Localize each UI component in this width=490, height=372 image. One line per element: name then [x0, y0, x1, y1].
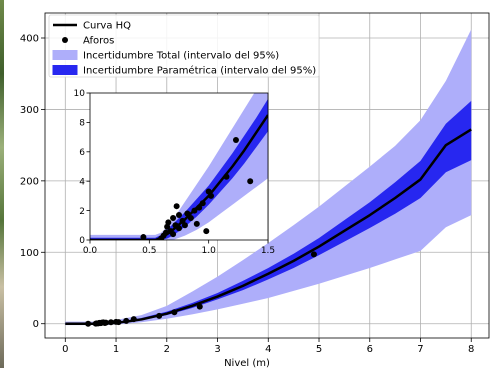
inset-aforo-point [176, 212, 182, 219]
aforo-point [85, 320, 92, 327]
x-tick-label: 2 [164, 344, 170, 355]
inset-plot-area [90, 93, 268, 240]
x-tick-label: 3 [214, 344, 220, 355]
background-photo-edge [0, 0, 4, 368]
y-tick-label: 400 [20, 34, 39, 45]
inset-y-tick-label: 4 [79, 177, 85, 187]
legend-entry-label: Incertidumbre Total (intervalo del 95%) [83, 51, 279, 62]
inset-aforo-point [173, 203, 180, 210]
inset-aforo-point [181, 222, 188, 229]
inset-x-tick-label: 1.5 [261, 246, 275, 256]
x-tick-label: 5 [316, 344, 322, 355]
inset-parametric-band [90, 98, 268, 240]
inset-axes-frame [89, 92, 269, 241]
inset-total-band [90, 93, 268, 240]
legend: Curva HQ Aforos Incertidumbre Total (inter… [48, 14, 320, 78]
inset-aforo-point [140, 234, 147, 240]
y-tick-label: 100 [20, 248, 39, 259]
aforo-point [115, 319, 122, 326]
y-tick-label: 0 [33, 319, 39, 330]
inset-aforo-point [184, 210, 191, 217]
inset-aforo-point [223, 173, 230, 180]
main-axes-frame [44, 12, 490, 339]
inset-y-tick-label: 8 [79, 119, 85, 129]
x-tick-label: 6 [367, 344, 373, 355]
aforo-point [123, 317, 130, 324]
legend-swatch-patch [52, 65, 78, 75]
aforo-point [310, 251, 317, 258]
inset-y-tick-label: 2 [79, 207, 85, 217]
inset-aforo-point [203, 228, 210, 235]
aforo-point [196, 303, 203, 310]
legend-box [48, 14, 320, 78]
inset-x-tick-label: 1.0 [202, 246, 217, 256]
inset-aforo-point [232, 137, 239, 144]
inset-aforo-point [208, 192, 215, 199]
inset-y-tick-label: 10 [74, 89, 86, 99]
inset-aforo-point [162, 229, 169, 236]
x-tick-label: 0 [62, 344, 68, 355]
x-axis-label: Nivel (m) [224, 358, 270, 368]
x-tick-label: 1 [113, 344, 119, 355]
y-tick-label: 300 [20, 105, 39, 116]
y-tick-label: 200 [20, 176, 39, 187]
inset-aforo-point [191, 207, 198, 214]
inset-x-tick-label: 0.5 [142, 246, 156, 256]
x-tick-label: 4 [265, 344, 271, 355]
inset-aforo-point [187, 214, 194, 221]
legend-entry-label: Incertidumbre Paramétrica (intervalo del… [83, 65, 316, 77]
inset-aforo-point [193, 220, 200, 227]
inset-aforo-point [170, 214, 177, 221]
parametric-band [65, 100, 472, 325]
inset-aforo-point [247, 178, 254, 185]
inset-aforo-point [170, 231, 177, 238]
total-band [65, 29, 472, 326]
inset-y-tick-label: 6 [79, 148, 85, 158]
legend-swatch-marker [62, 37, 68, 43]
main-plot-area [65, 29, 472, 327]
inset-x-tick-label: 0.0 [83, 246, 98, 256]
inset-y-tick-label: 0 [79, 236, 85, 246]
x-tick-label: 7 [417, 344, 423, 355]
aforo-point [171, 309, 178, 316]
aforo-point [156, 312, 163, 319]
inset-aforo-point [165, 219, 172, 226]
inset-aforo-point [199, 200, 206, 207]
legend-swatch-patch [52, 50, 78, 60]
legend-entry-label: Aforos [83, 36, 114, 47]
legend-entry-label: Curva HQ [83, 21, 131, 32]
aforo-point [130, 316, 137, 323]
inset-aforo-point [196, 204, 203, 211]
inset-aforo-point [179, 217, 186, 224]
aforo-point [102, 319, 109, 326]
inset-aforo-point [205, 188, 212, 195]
x-tick-label: 8 [468, 344, 474, 355]
aforo-point [107, 319, 114, 326]
inset-aforo-point [176, 225, 182, 232]
